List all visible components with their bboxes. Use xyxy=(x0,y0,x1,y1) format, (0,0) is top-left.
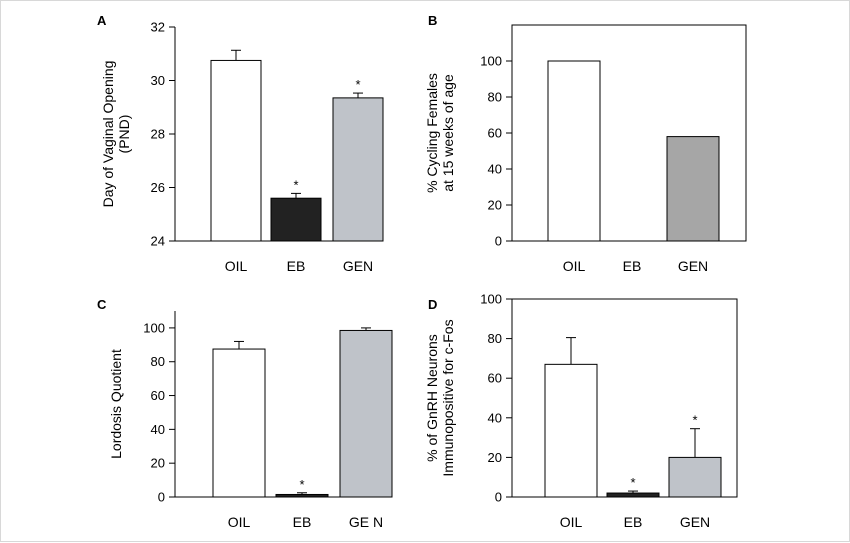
y-tick-label: 80 xyxy=(488,90,502,105)
category-label: OIL xyxy=(560,514,583,530)
y-tick-label: 20 xyxy=(151,456,165,471)
y-tick-label: 28 xyxy=(151,127,165,142)
category-label: OIL xyxy=(563,258,586,274)
category-label: GE N xyxy=(349,514,383,530)
bar-oil xyxy=(544,363,598,498)
significance-star: * xyxy=(692,413,697,428)
bar-eb xyxy=(606,492,660,498)
y-axis-title: Lordosis Quotient xyxy=(108,349,124,459)
y-tick-label: 40 xyxy=(488,410,502,425)
panel-letter: C xyxy=(97,297,107,312)
category-label: GEN xyxy=(343,258,373,274)
category-label: GEN xyxy=(678,258,708,274)
category-label: EB xyxy=(293,514,312,530)
panel-d: D OIL * EB * GEN 0 20 40 60 80 100 % of GnRH Neurons… xyxy=(424,292,738,530)
y-tick-label: 24 xyxy=(151,234,165,249)
significance-star: * xyxy=(293,177,298,192)
bar-oil xyxy=(210,59,262,242)
y-tick-label: 100 xyxy=(480,292,502,307)
bar-gen xyxy=(668,456,722,498)
y-tick-label: 20 xyxy=(488,198,502,213)
y-axis-title: % Cycling Females xyxy=(424,73,440,193)
y-tick-label: 60 xyxy=(488,371,502,386)
y-tick-label: 60 xyxy=(151,388,165,403)
y-tick-label: 100 xyxy=(480,54,502,69)
category-label: EB xyxy=(623,258,642,274)
y-axis-title: Day of Vaginal Opening xyxy=(100,61,116,208)
y-axis-title: Immunopositive for c-Fos xyxy=(440,319,456,476)
y-tick-label: 80 xyxy=(488,331,502,346)
y-axis-title: % of GnRH Neurons xyxy=(424,334,440,462)
panel-b: B OIL EB GEN 0 20 40 60 80 100 % Cycling Females at… xyxy=(424,13,747,274)
bar-gen xyxy=(332,97,384,242)
y-tick-label: 0 xyxy=(158,490,165,505)
y-tick-label: 0 xyxy=(495,234,502,249)
y-tick-label: 100 xyxy=(143,320,165,335)
panel-letter: B xyxy=(428,13,437,28)
category-label: EB xyxy=(287,258,306,274)
bar-oil xyxy=(547,60,601,242)
y-tick-label: 0 xyxy=(495,490,502,505)
bar-gen xyxy=(339,329,393,498)
plot-frame xyxy=(511,298,738,498)
significance-star: * xyxy=(299,477,304,492)
bar-gen xyxy=(666,136,720,242)
y-tick-label: 20 xyxy=(488,450,502,465)
panel-a: A OIL * EB * GEN 24 26 28 30 32 Day of Vaginal Open… xyxy=(97,13,384,274)
y-tick-label: 26 xyxy=(151,180,165,195)
category-label: OIL xyxy=(225,258,248,274)
significance-star: * xyxy=(630,475,635,490)
category-label: OIL xyxy=(228,514,251,530)
category-label: EB xyxy=(624,514,643,530)
y-tick-label: 40 xyxy=(488,162,502,177)
y-tick-label: 80 xyxy=(151,354,165,369)
y-tick-label: 60 xyxy=(488,126,502,141)
panel-letter: A xyxy=(97,13,107,28)
y-tick-label: 32 xyxy=(151,20,165,35)
panel-letter: D xyxy=(428,297,437,312)
panel-c: C OIL * EB GE N 0 20 40 60 80 100 Lordosis Quotient xyxy=(97,297,393,530)
y-axis-title: at 15 weeks of age xyxy=(440,74,456,192)
category-label: GEN xyxy=(680,514,710,530)
y-tick-label: 40 xyxy=(151,422,165,437)
significance-star: * xyxy=(355,77,360,92)
y-tick-label: 30 xyxy=(151,73,165,88)
bar-oil xyxy=(212,348,266,498)
bar-eb xyxy=(270,197,322,242)
y-axis-title: (PND) xyxy=(116,115,132,154)
